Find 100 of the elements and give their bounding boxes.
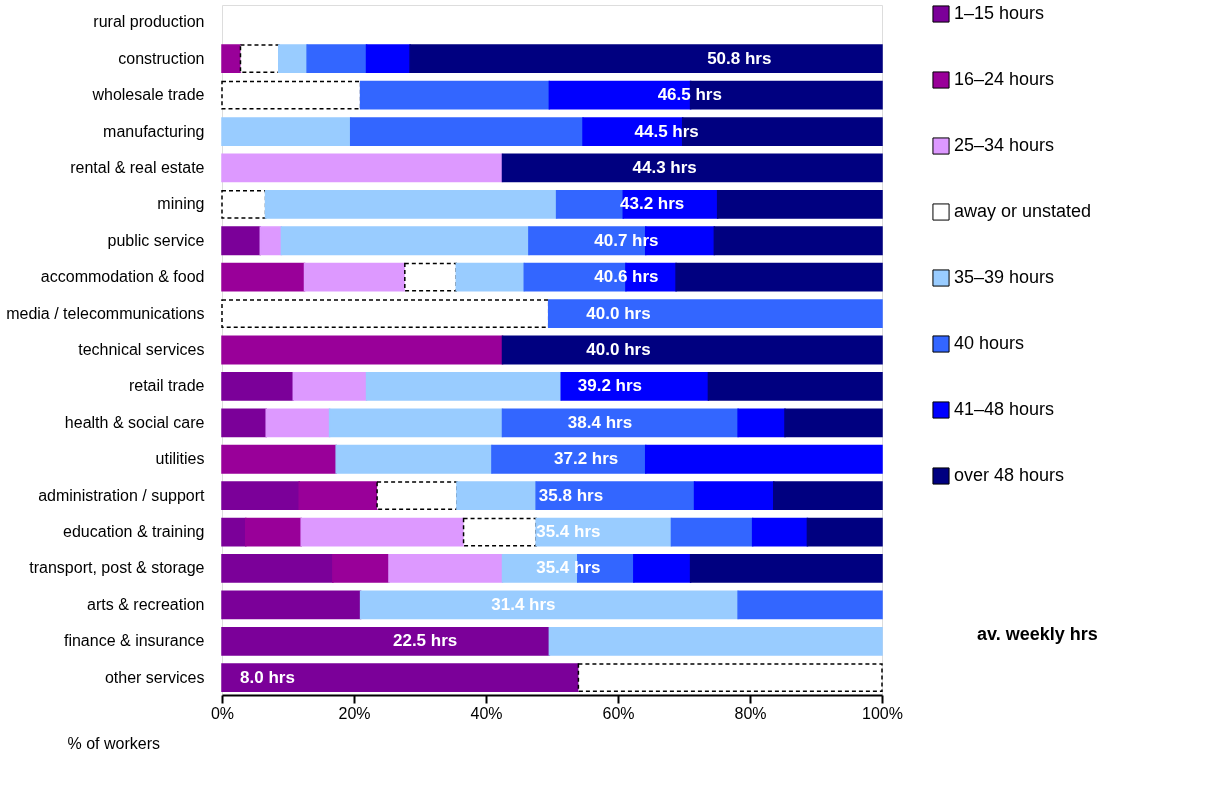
bar <box>221 335 504 365</box>
y-tick-label: rental & real estate <box>70 158 205 176</box>
bar <box>409 44 883 74</box>
legend-label: 1–15 hours <box>954 3 1045 23</box>
annotation: 40.0 hrs <box>586 303 651 323</box>
bar <box>491 444 647 474</box>
bar <box>737 590 883 620</box>
bar <box>221 626 551 656</box>
bar <box>221 663 580 693</box>
bar <box>713 226 883 256</box>
y-tick-label: construction <box>118 49 205 67</box>
bar <box>689 554 883 583</box>
annotation: 22.5 hrs <box>392 631 458 651</box>
bar <box>221 408 267 438</box>
y-tick-label: media / telecommunications <box>6 304 205 322</box>
y-tick-label: arts & recreation <box>87 595 205 613</box>
bar <box>221 444 337 474</box>
bar <box>548 626 883 656</box>
legend-label: 41–48 hours <box>954 399 1055 419</box>
bar <box>707 372 883 401</box>
bar <box>221 517 247 547</box>
legend-label: 40 hours <box>954 333 1025 353</box>
annotation: 44.3 hrs <box>632 157 697 177</box>
bar <box>693 481 775 511</box>
x-tick-label: 80% <box>734 704 767 722</box>
y-tick-label: public service <box>107 231 205 249</box>
bar <box>501 408 739 438</box>
bar <box>328 408 504 438</box>
bar <box>689 80 883 110</box>
y-tick-label: health & social care <box>64 413 205 431</box>
annotation: 43.2 hrs <box>620 194 685 214</box>
annotation: 8.0 hrs <box>240 667 295 687</box>
bar <box>335 444 493 474</box>
y-tick-label: utilities <box>155 450 205 468</box>
bar <box>221 226 262 256</box>
bar <box>306 44 368 74</box>
y-tick-label: manufacturing <box>103 122 205 140</box>
bar <box>716 189 883 219</box>
annotation: 37.2 hrs <box>554 449 619 469</box>
bar <box>535 481 696 511</box>
annotation: 31.4 hrs <box>491 594 556 614</box>
bar <box>278 44 308 74</box>
legend-label: 16–24 hours <box>954 69 1055 89</box>
bar <box>560 372 710 401</box>
text: av. weekly hrs <box>977 624 1098 644</box>
bar <box>264 189 558 219</box>
bar <box>670 517 754 547</box>
bar <box>548 80 692 110</box>
bar <box>675 262 883 292</box>
annotation: 44.5 hrs <box>634 121 699 141</box>
y-tick-label: technical services <box>78 341 205 358</box>
bar <box>365 372 562 401</box>
bar <box>737 408 786 438</box>
bar <box>221 372 295 401</box>
bar <box>298 481 378 511</box>
x-tick-label: 40% <box>470 704 503 722</box>
bar <box>523 262 627 292</box>
bar <box>751 517 809 547</box>
y-tick-label: finance & insurance <box>63 632 205 650</box>
bar <box>359 80 551 110</box>
bar <box>349 117 584 146</box>
annotation: 35.4 hrs <box>536 558 601 578</box>
annotation: 40.0 hrs <box>586 340 651 359</box>
bar <box>633 554 692 583</box>
bar <box>365 44 411 74</box>
bar <box>388 554 504 583</box>
bar <box>501 335 883 365</box>
x-axis-title: % of workers <box>67 734 160 752</box>
annotation: 38.4 hrs <box>567 412 633 432</box>
bar <box>577 663 883 693</box>
y-tick-label: accommodation & food <box>40 268 205 286</box>
bar <box>455 262 526 292</box>
bar <box>300 517 465 547</box>
bar <box>292 372 368 401</box>
annotation: 50.8 hrs <box>707 48 772 68</box>
y-tick-label: other services <box>104 668 205 686</box>
annotation: 35.4 hrs <box>536 522 601 542</box>
bar <box>221 481 300 511</box>
bar <box>265 408 331 438</box>
bar <box>359 590 739 620</box>
bar <box>280 226 530 256</box>
bar <box>221 80 362 110</box>
bar <box>501 153 883 183</box>
y-tick-label: administration / support <box>38 486 206 504</box>
bar <box>547 299 883 328</box>
bar <box>221 44 242 74</box>
legend-label: 35–39 hours <box>954 267 1055 287</box>
bar <box>239 44 280 74</box>
bar <box>221 153 504 183</box>
bar <box>773 481 883 511</box>
bar <box>784 408 883 438</box>
bar <box>221 299 550 328</box>
y-tick-label: mining <box>157 195 205 213</box>
bar <box>221 117 352 146</box>
bar <box>303 262 406 292</box>
x-tick-label: 60% <box>602 704 635 722</box>
bar <box>456 481 537 511</box>
bar <box>462 517 537 547</box>
x-tick-label: 100% <box>862 704 903 722</box>
x-tick-label: 20% <box>338 704 371 722</box>
